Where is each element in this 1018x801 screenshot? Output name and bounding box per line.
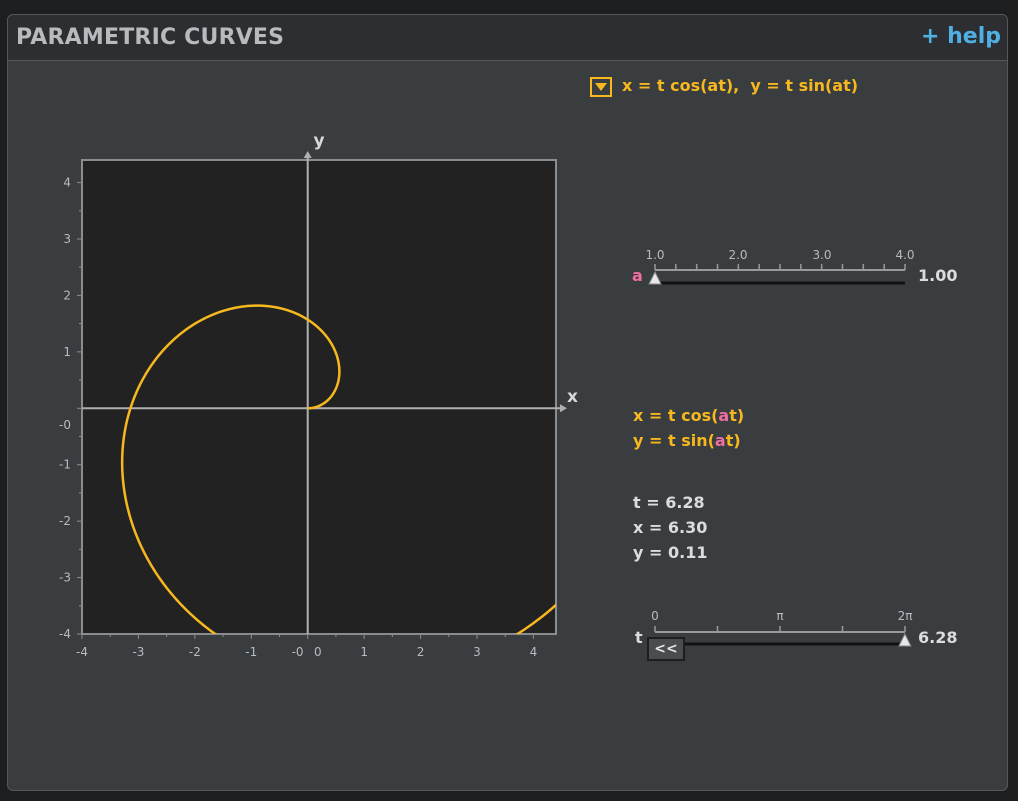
y-tick-label: 1 (63, 345, 71, 359)
x-tick-label: -3 (132, 645, 144, 659)
y-tick-label: 2 (63, 288, 71, 302)
triangle-down-icon (595, 83, 607, 91)
a-tick-label: 4.0 (895, 248, 915, 262)
t-tick-label: 2π (897, 609, 913, 623)
y-tick-label: 3 (63, 232, 71, 246)
t-slider (654, 626, 912, 647)
y-axis-label: y (313, 131, 324, 151)
y-axis-arrow (303, 151, 312, 158)
a-tick-label: 3.0 (812, 248, 832, 262)
x-tick-label: -0 (292, 645, 304, 659)
rewind-button[interactable]: << (647, 637, 685, 661)
y-tick-label: -3 (59, 571, 71, 585)
y-tick-label: -1 (59, 458, 71, 472)
a-slider-value: 1.00 (918, 266, 958, 285)
a-slider-thumb (648, 270, 662, 285)
x-equation: x = t cos(at) (633, 406, 745, 425)
a-slider (648, 264, 906, 285)
a-tick-label: 1.0 (645, 248, 665, 262)
x-tick-label: -2 (189, 645, 201, 659)
y-tick-label: -2 (59, 514, 71, 528)
y-equation: y = t sin(at) (633, 431, 741, 450)
x-readout: x = 6.30 (633, 518, 708, 537)
t-slider-label: t (635, 628, 643, 647)
y-readout: y = 0.11 (633, 543, 708, 562)
a-tick-label: 2.0 (728, 248, 748, 262)
t-slider-value: 6.28 (918, 628, 958, 647)
t-tick-label: 0 (651, 609, 659, 623)
t-readout: t = 6.28 (633, 493, 705, 512)
x-axis-label: x (567, 387, 578, 407)
x-tick-label: 1 (360, 645, 368, 659)
formula-dropdown-button[interactable] (590, 77, 612, 97)
x-tick-label: -4 (76, 645, 88, 659)
title-bar: PARAMETRIC CURVES + help (8, 15, 1007, 61)
x-tick-label: 0 (314, 645, 322, 659)
x-axis-arrow (560, 404, 567, 413)
page-title: PARAMETRIC CURVES (16, 25, 285, 50)
y-tick-label: -0 (59, 418, 71, 432)
t-tick-label: π (776, 609, 784, 623)
a-slider-label: a (632, 266, 643, 285)
formula-select-label[interactable]: x = t cos(at), y = t sin(at) (622, 76, 859, 95)
x-tick-label: 2 (417, 645, 425, 659)
x-tick-label: 4 (530, 645, 538, 659)
y-tick-label: -4 (59, 627, 71, 641)
parametric-curve (120, 304, 556, 634)
x-tick-label: -1 (245, 645, 257, 659)
y-tick-label: 4 (63, 176, 71, 190)
x-tick-label: 3 (473, 645, 481, 659)
plot-area (81, 159, 557, 635)
help-link[interactable]: + help (921, 24, 1001, 49)
t-slider-thumb (898, 632, 912, 647)
